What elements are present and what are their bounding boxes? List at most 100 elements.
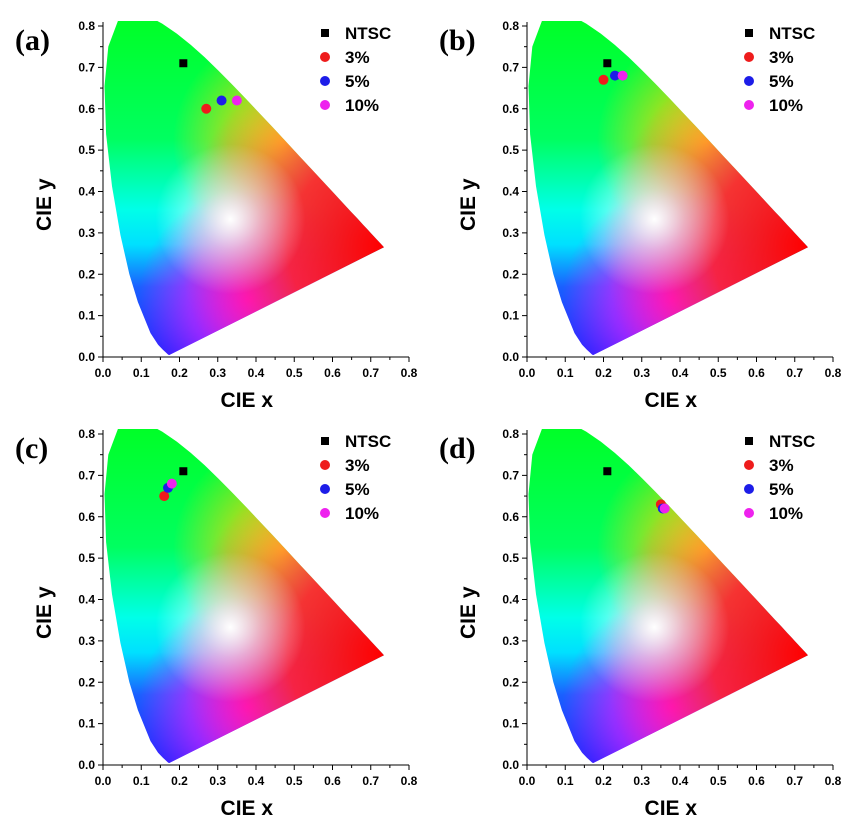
data-point-ntsc bbox=[179, 467, 188, 476]
y-tick-label: 0.8 bbox=[502, 19, 519, 33]
data-point-3pct bbox=[159, 491, 170, 502]
y-tick-label: 0.8 bbox=[78, 19, 95, 33]
x-tick-label: 0.1 bbox=[133, 366, 150, 380]
y-tick-label: 0.3 bbox=[502, 634, 519, 648]
panel-label: (c) bbox=[15, 432, 48, 465]
x-tick-label: 0.1 bbox=[557, 774, 574, 788]
x-axis-title: CIE x bbox=[221, 389, 274, 412]
x-tick-label: 0.6 bbox=[748, 366, 765, 380]
x-tick-label: 0.2 bbox=[595, 774, 612, 788]
y-tick-label: 0.1 bbox=[502, 717, 519, 731]
x-tick-label: 0.5 bbox=[286, 366, 303, 380]
legend-marker bbox=[320, 508, 330, 518]
y-tick-label: 0.2 bbox=[78, 267, 95, 281]
legend-label: 10% bbox=[345, 504, 379, 523]
y-tick-label: 0.3 bbox=[78, 634, 95, 648]
x-tick-label: 0.3 bbox=[209, 774, 226, 788]
x-axis-title: CIE x bbox=[221, 797, 274, 820]
axes: 0.0 0.1 0.2 0.3 0.4 0.5 0.6 0.7 0.8 0.0 0.1 0.2 0.3 0… bbox=[502, 427, 841, 788]
y-tick-label: 0.6 bbox=[78, 510, 95, 524]
legend-marker bbox=[320, 484, 330, 494]
legend-label: NTSC bbox=[345, 432, 391, 451]
legend-label: 3% bbox=[345, 456, 370, 475]
x-tick-label: 0.0 bbox=[519, 774, 536, 788]
panel-c: 0.0 0.1 0.2 0.3 0.4 0.5 0.6 0.7 0.8 0.0 0.1 0.2 0.3 0… bbox=[15, 427, 418, 820]
x-tick-label: 0.7 bbox=[786, 366, 803, 380]
x-tick-label: 0.0 bbox=[95, 774, 112, 788]
legend-marker bbox=[321, 437, 329, 445]
y-tick-label: 0.7 bbox=[502, 60, 519, 74]
x-tick-label: 0.5 bbox=[710, 774, 727, 788]
y-tick-label: 0.6 bbox=[502, 510, 519, 524]
legend-label: 3% bbox=[769, 456, 794, 475]
y-tick-label: 0.8 bbox=[78, 427, 95, 441]
data-point-10pct bbox=[231, 95, 242, 106]
y-tick-label: 0.4 bbox=[502, 593, 519, 607]
x-tick-label: 0.7 bbox=[362, 774, 379, 788]
panel-b: 0.0 0.1 0.2 0.3 0.4 0.5 0.6 0.7 0.8 0.0 0.1 0.2 0.3 0… bbox=[439, 19, 842, 412]
legend-label: 5% bbox=[769, 72, 794, 91]
data-point-3pct bbox=[598, 74, 609, 85]
y-axis-title: CIE y bbox=[33, 586, 56, 639]
x-tick-label: 0.6 bbox=[748, 774, 765, 788]
data-point-10pct bbox=[166, 478, 177, 489]
y-axis-title: CIE y bbox=[457, 178, 480, 231]
legend-label: NTSC bbox=[769, 432, 815, 451]
y-tick-label: 0.2 bbox=[78, 675, 95, 689]
x-tick-label: 0.4 bbox=[672, 366, 689, 380]
x-tick-label: 0.8 bbox=[401, 774, 418, 788]
y-tick-label: 0.7 bbox=[78, 60, 95, 74]
y-tick-label: 0.1 bbox=[78, 309, 95, 323]
legend-label: 5% bbox=[345, 72, 370, 91]
legend-label: 5% bbox=[345, 480, 370, 499]
legend-label: NTSC bbox=[345, 24, 391, 43]
y-tick-label: 0.8 bbox=[502, 427, 519, 441]
y-tick-label: 0.2 bbox=[502, 267, 519, 281]
x-tick-label: 0.4 bbox=[248, 774, 265, 788]
y-axis-title: CIE y bbox=[33, 178, 56, 231]
x-tick-label: 0.6 bbox=[324, 774, 341, 788]
y-tick-label: 0.4 bbox=[78, 593, 95, 607]
x-tick-label: 0.5 bbox=[286, 774, 303, 788]
x-tick-label: 0.0 bbox=[519, 366, 536, 380]
legend-marker bbox=[320, 100, 330, 110]
x-axis-title: CIE x bbox=[645, 389, 698, 412]
data-point-10pct bbox=[659, 503, 670, 514]
data-point-ntsc bbox=[179, 59, 188, 68]
x-tick-label: 0.5 bbox=[710, 366, 727, 380]
data-point-ntsc bbox=[603, 467, 612, 476]
axes: 0.0 0.1 0.2 0.3 0.4 0.5 0.6 0.7 0.8 0.0 0.1 0.2 0.3 0… bbox=[78, 19, 417, 380]
y-tick-label: 0.7 bbox=[502, 468, 519, 482]
data-point-5pct bbox=[609, 70, 620, 81]
data-point-ntsc bbox=[603, 59, 612, 68]
legend-label: NTSC bbox=[769, 24, 815, 43]
panel-label: (d) bbox=[439, 432, 476, 465]
legend-label: 3% bbox=[345, 48, 370, 67]
y-tick-label: 0.7 bbox=[78, 468, 95, 482]
y-tick-label: 0.6 bbox=[78, 102, 95, 116]
x-tick-label: 0.0 bbox=[95, 366, 112, 380]
y-tick-label: 0.1 bbox=[78, 717, 95, 731]
legend: NTSC 3% 5% 10% bbox=[320, 24, 391, 115]
x-axis-title: CIE x bbox=[645, 797, 698, 820]
y-tick-label: 0.6 bbox=[502, 102, 519, 116]
x-tick-label: 0.4 bbox=[672, 774, 689, 788]
legend-marker bbox=[320, 460, 330, 470]
y-tick-label: 0.0 bbox=[78, 350, 95, 364]
x-tick-label: 0.7 bbox=[786, 774, 803, 788]
y-tick-label: 0.0 bbox=[502, 758, 519, 772]
x-tick-label: 0.3 bbox=[633, 366, 650, 380]
legend-marker bbox=[744, 508, 754, 518]
data-point-10pct bbox=[617, 70, 628, 81]
legend-marker bbox=[321, 29, 329, 37]
y-tick-label: 0.2 bbox=[502, 675, 519, 689]
axes: 0.0 0.1 0.2 0.3 0.4 0.5 0.6 0.7 0.8 0.0 0.1 0.2 0.3 0… bbox=[78, 427, 417, 788]
y-tick-label: 0.0 bbox=[78, 758, 95, 772]
x-tick-label: 0.8 bbox=[401, 366, 418, 380]
panel-label: (b) bbox=[439, 24, 476, 57]
legend: NTSC 3% 5% 10% bbox=[744, 24, 815, 115]
y-axis-title: CIE y bbox=[457, 586, 480, 639]
y-tick-label: 0.3 bbox=[502, 226, 519, 240]
x-tick-label: 0.8 bbox=[825, 366, 842, 380]
legend-label: 3% bbox=[769, 48, 794, 67]
